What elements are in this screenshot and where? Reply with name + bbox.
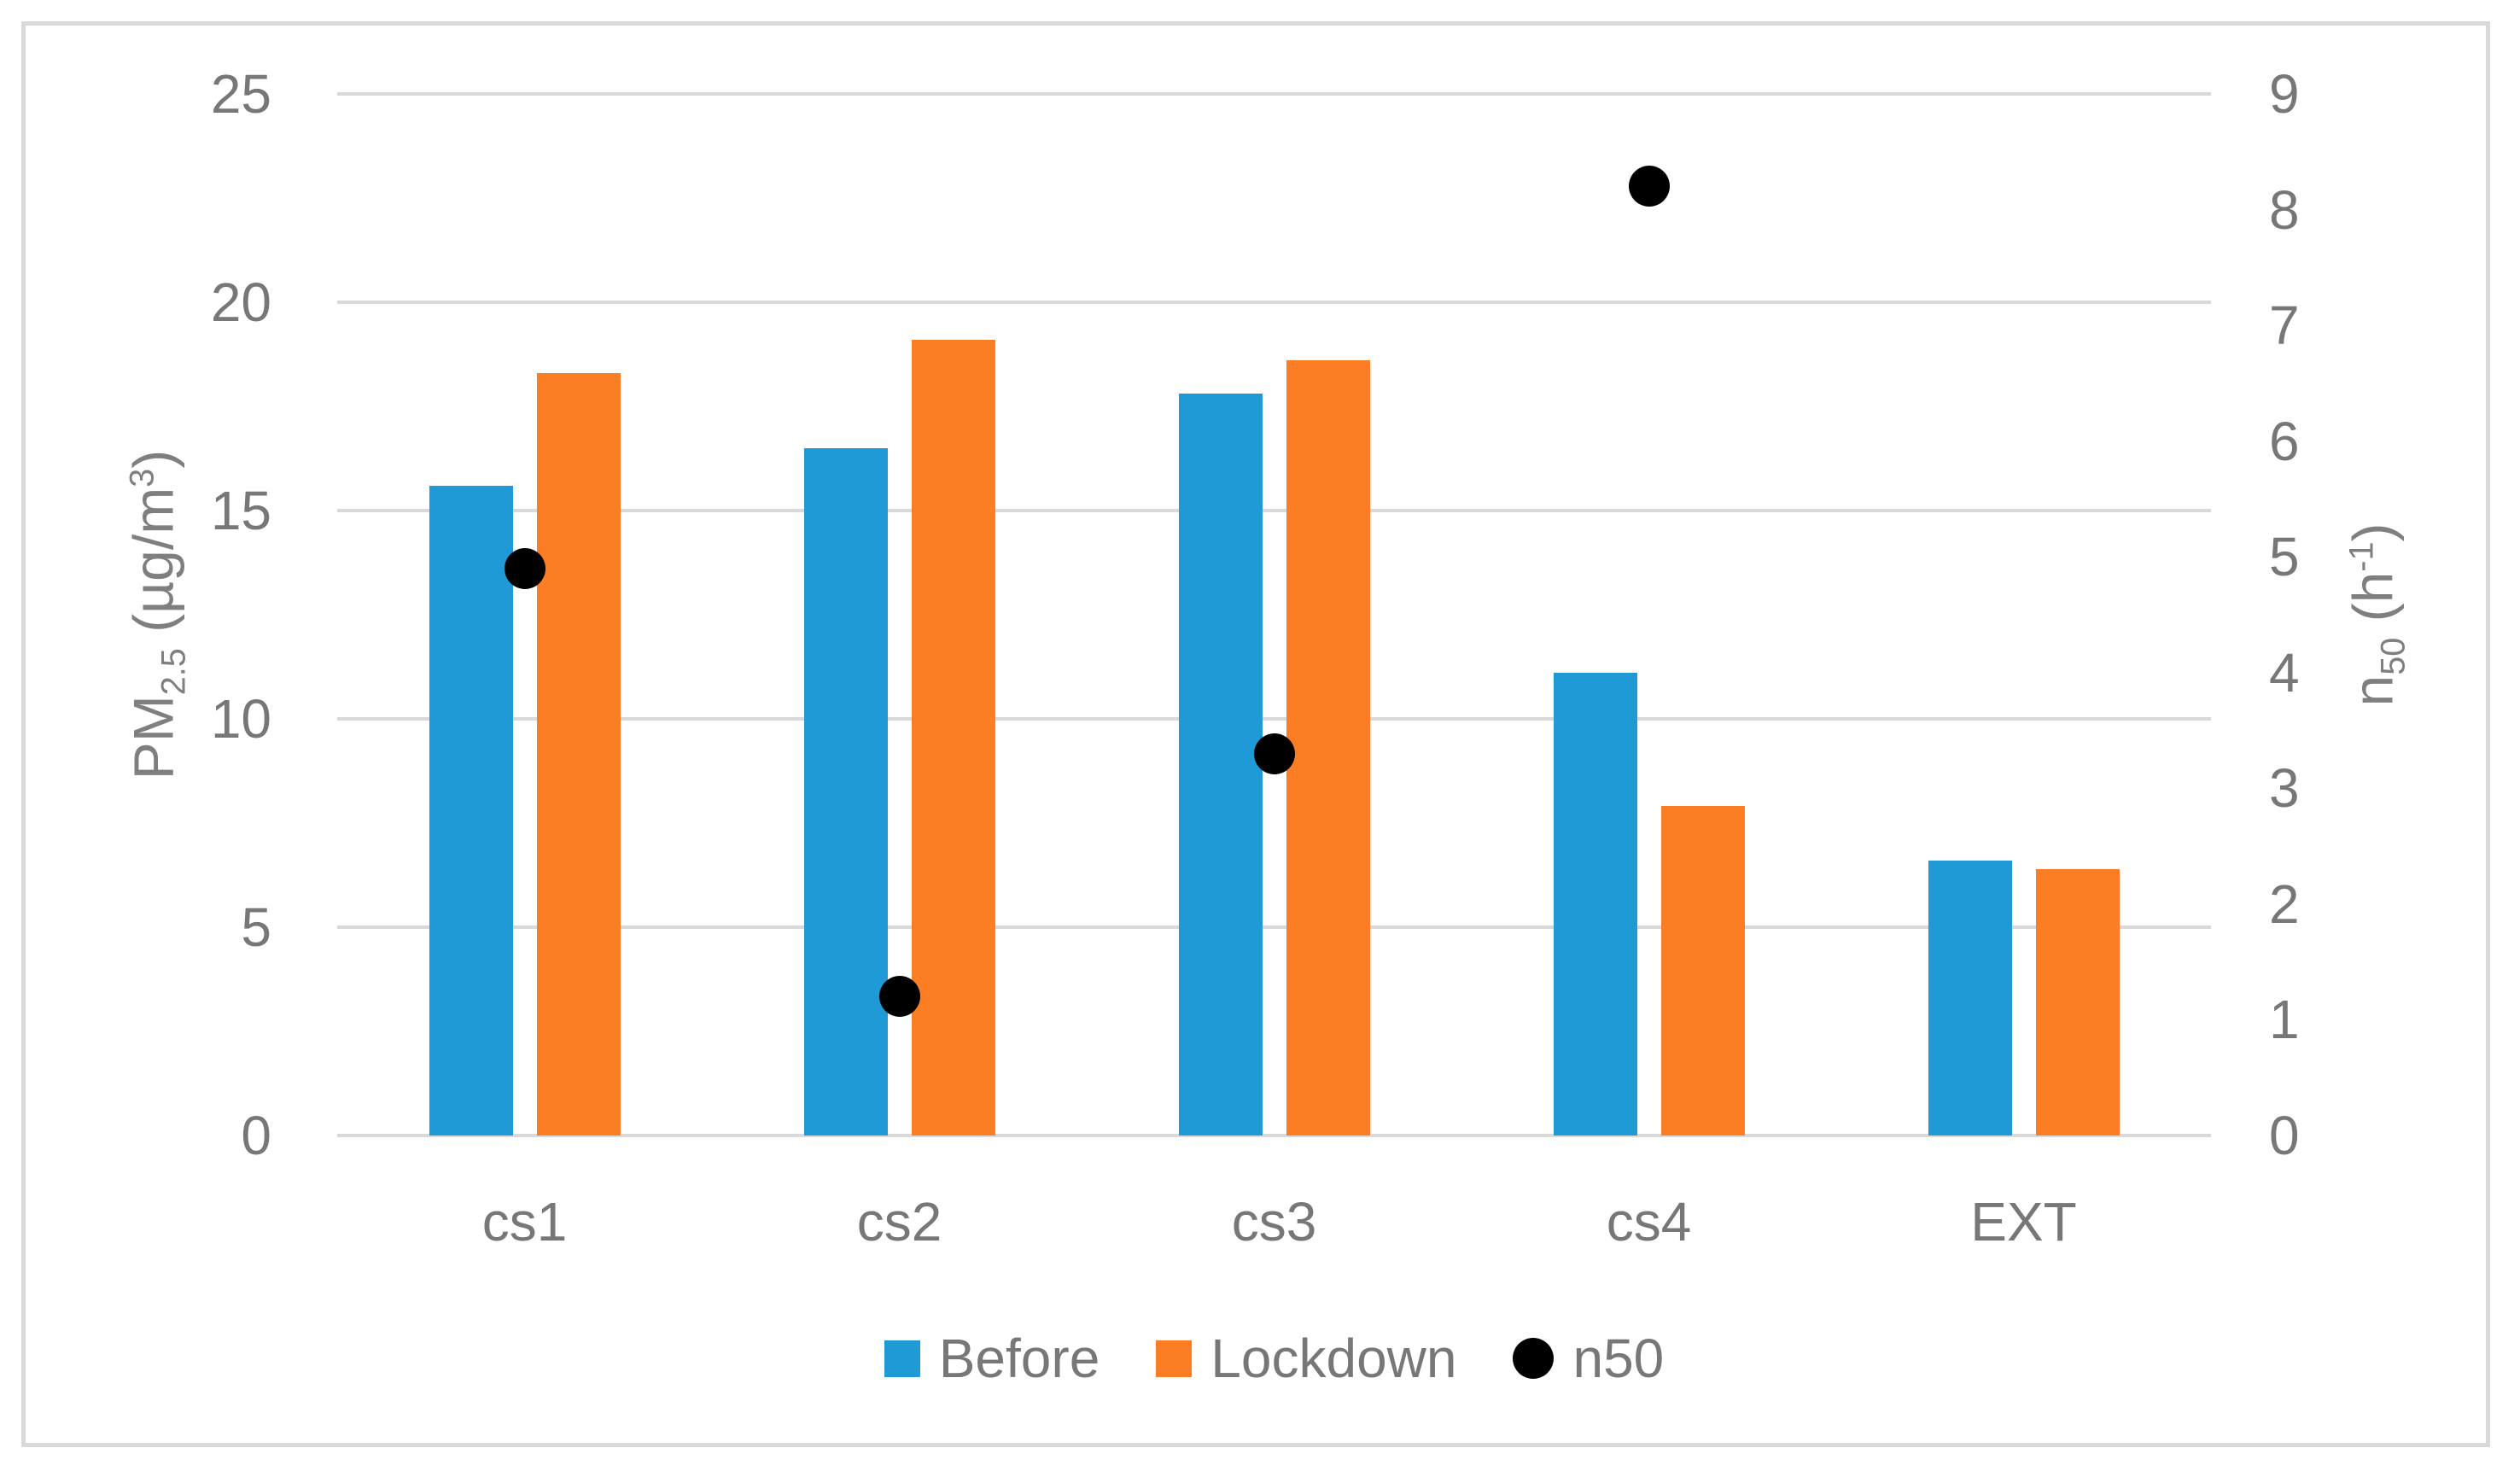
legend-marker-n50 [1513,1338,1555,1379]
legend-label-before: Before [938,1328,1100,1389]
gridline-20 [337,301,2211,304]
bar-before-EXT [1928,860,2012,1135]
bar-before-cs2 [803,447,888,1135]
gridline-5 [337,925,2211,929]
legend-item-n50: n50 [1513,1328,1664,1388]
category-label-cs4: cs4 [1606,1191,1692,1252]
gridline-15 [337,509,2211,512]
right-axis-tick-1: 1 [2269,989,2300,1051]
dot-n50-cs2 [878,976,920,1018]
left-axis-tick-5: 5 [241,896,271,958]
category-label-cs3: cs3 [1231,1191,1317,1252]
bar-lockdown-cs1 [536,372,621,1135]
right-axis-tick-3: 3 [2269,757,2300,820]
left-axis-tick-0: 0 [241,1105,271,1166]
right-axis-tick-2: 2 [2269,873,2300,935]
bar-lockdown-cs3 [1286,360,1370,1135]
right-axis-tick-0: 0 [2269,1105,2300,1166]
left-axis-title-base: PM [121,695,185,780]
right-axis-title-end: ) [2341,522,2405,542]
gridline-10 [337,717,2211,721]
category-label-cs2: cs2 [856,1191,942,1252]
right-axis-tick-8: 8 [2269,178,2300,241]
left-axis-title-end: ) [121,449,185,469]
legend-label-n50: n50 [1572,1328,1665,1389]
bar-lockdown-cs4 [1660,806,1745,1135]
right-axis-title-sub: 50 [2374,637,2412,675]
right-axis-title: n50 (h-1) [2331,523,2423,707]
right-axis-tick-9: 9 [2269,63,2300,125]
right-axis-tick-7: 7 [2269,295,2300,357]
bar-lockdown-EXT [2035,868,2120,1135]
bar-before-cs4 [1553,673,1637,1135]
left-axis-tick-25: 25 [210,63,271,125]
bar-lockdown-cs2 [911,339,995,1135]
dot-n50-cs3 [1253,733,1295,774]
legend-item-before: Before [884,1328,1100,1388]
right-axis-tick-5: 5 [2269,526,2300,588]
bar-before-cs3 [1178,394,1263,1135]
left-axis-tick-15: 15 [210,480,271,541]
gridline-25 [337,92,2211,96]
legend-item-lockdown: Lockdown [1156,1328,1456,1388]
right-axis-title-base: n [2341,674,2405,707]
legend-marker-lockdown [1156,1340,1193,1377]
category-label-cs1: cs1 [481,1191,568,1252]
bar-before-cs1 [429,485,513,1135]
legend-marker-before [884,1340,920,1377]
left-axis-title-sub: 2.5 [155,648,193,696]
left-axis-title-mid: (µg/m [121,487,185,649]
right-axis-title-sup: -1 [2342,541,2381,572]
category-label-EXT: EXT [1970,1191,2077,1252]
legend: Before Lockdown n50 [337,1328,2211,1388]
left-axis-tick-20: 20 [210,271,271,333]
dot-n50-cs1 [504,547,545,589]
left-axis-title: PM2.5 (µg/m3) [112,450,203,779]
left-axis-title-sup: 3 [123,468,161,487]
dot-n50-cs4 [1628,166,1670,207]
right-axis-title-mid: (h [2341,571,2405,638]
legend-label-lockdown: Lockdown [1210,1328,1457,1389]
gridline-0 [337,1134,2211,1137]
left-axis-tick-10: 10 [210,688,271,750]
right-axis-tick-4: 4 [2269,641,2300,703]
right-axis-tick-6: 6 [2269,410,2300,472]
